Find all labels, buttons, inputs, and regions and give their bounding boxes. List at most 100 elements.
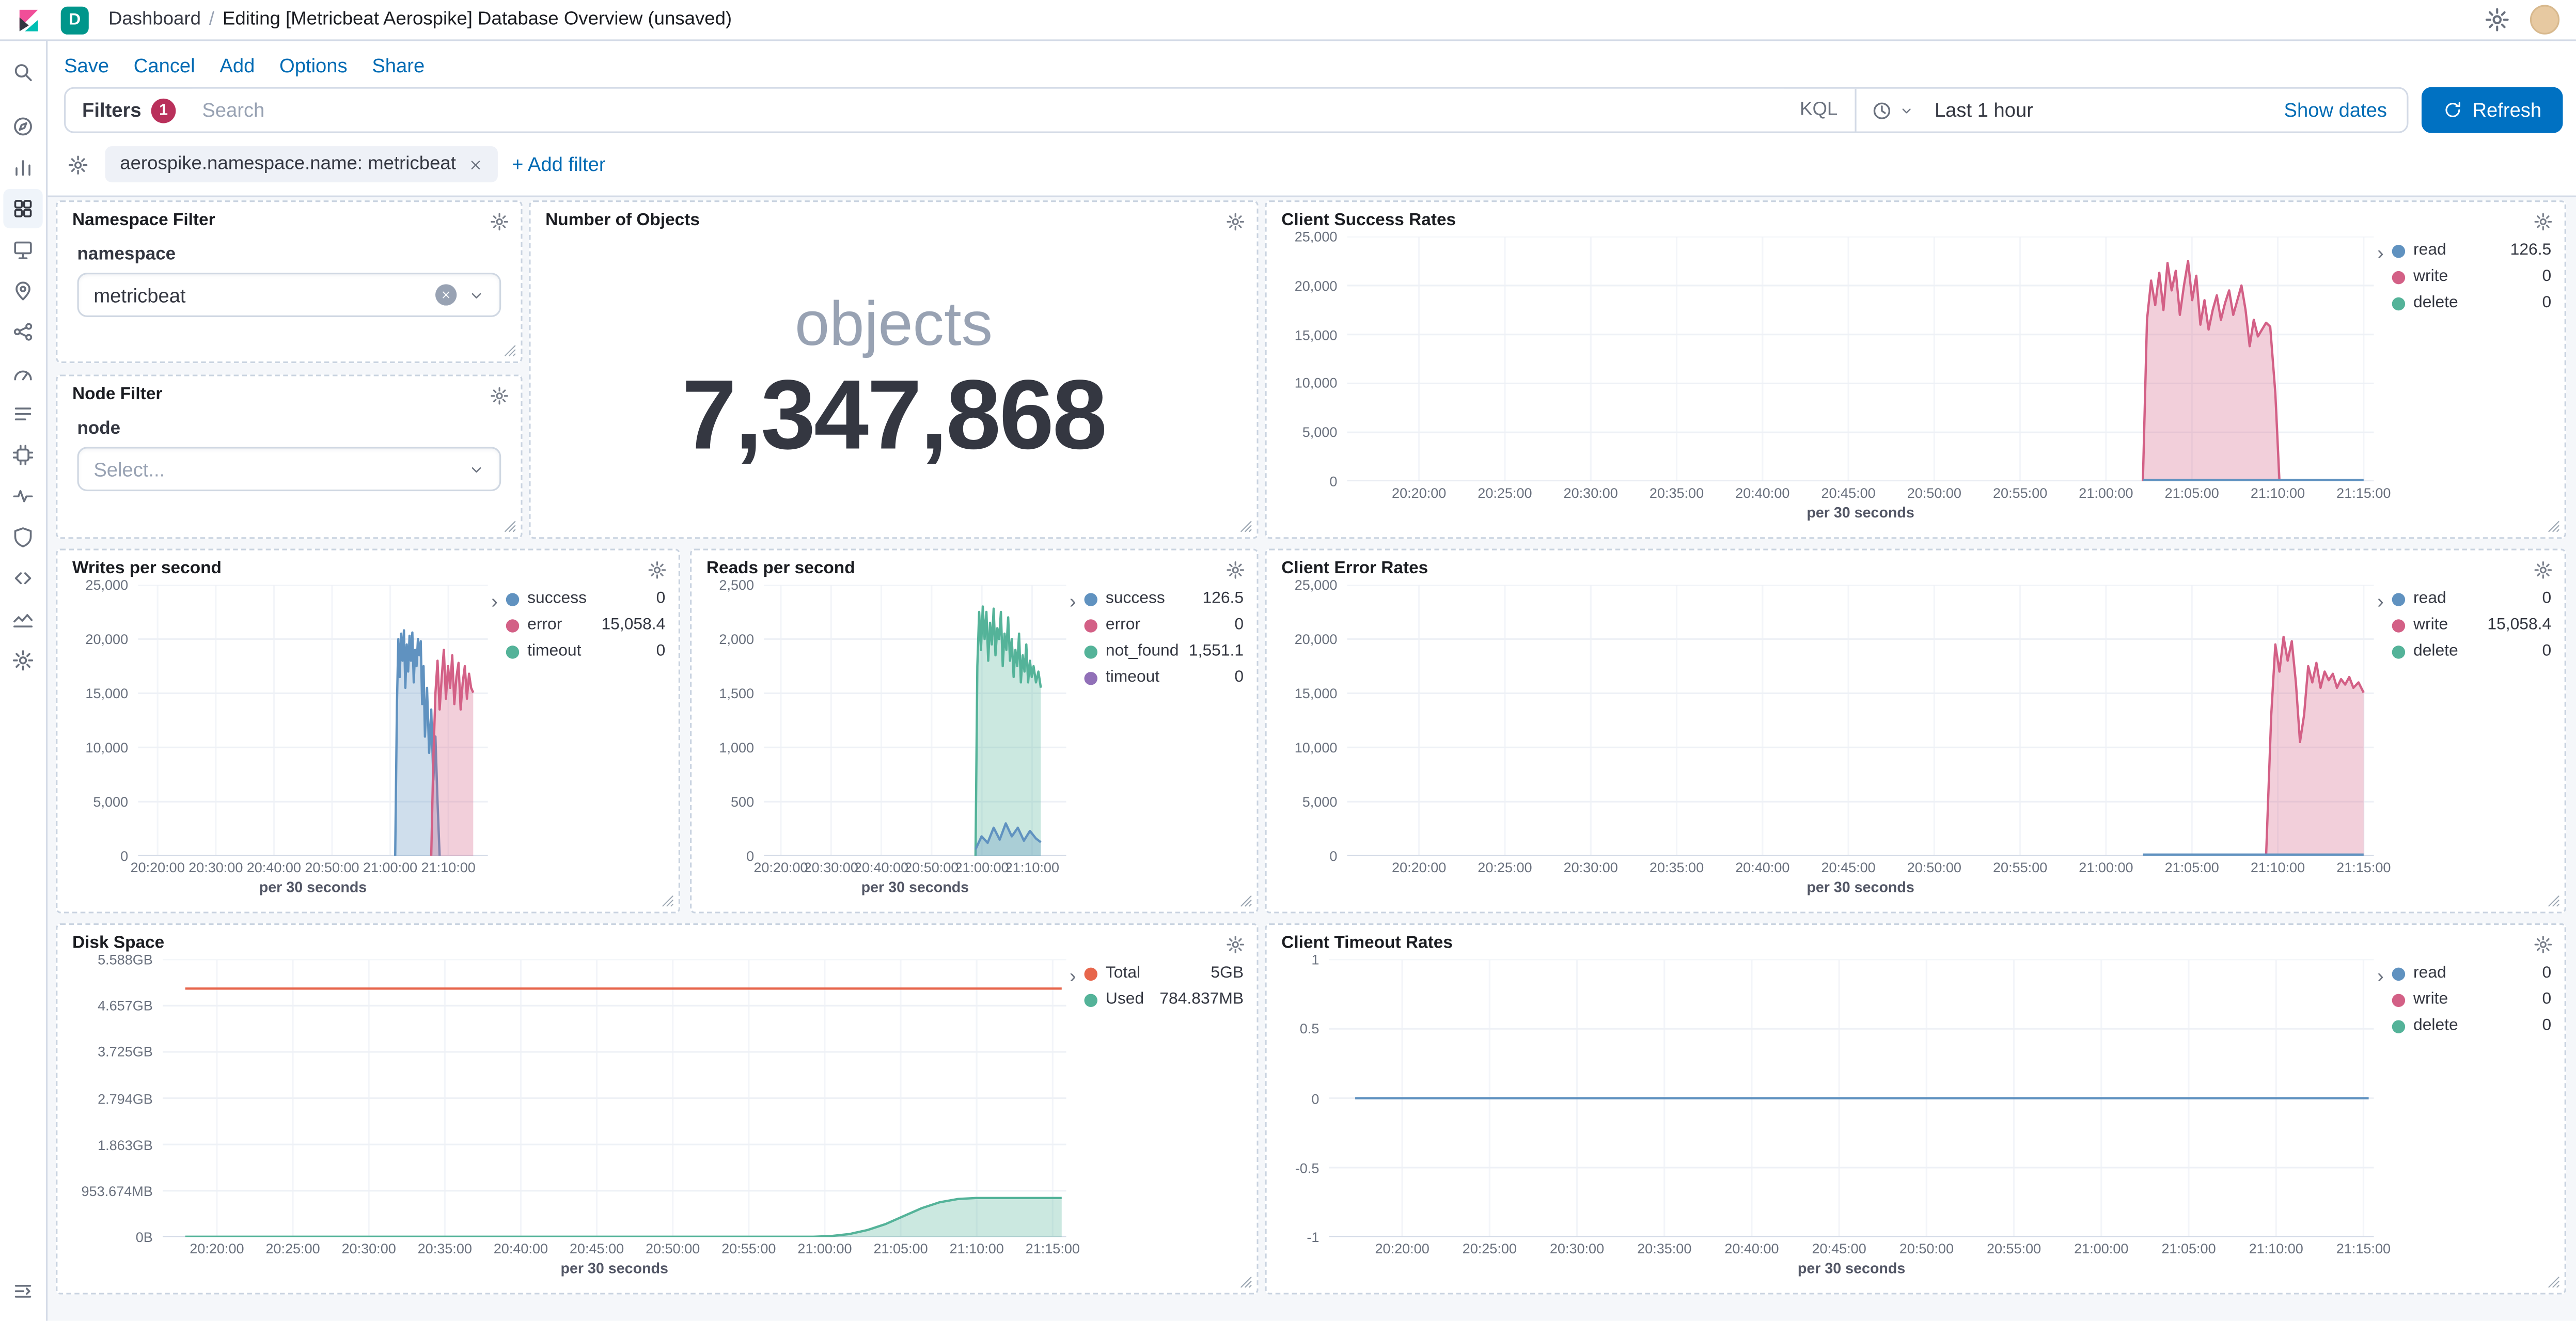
sidebar-item-uptime[interactable] <box>3 477 42 516</box>
legend-item-timeout[interactable]: timeout 0 <box>506 642 665 660</box>
time-range-label[interactable]: Last 1 hour <box>1934 98 2033 122</box>
legend-color-dot <box>1084 618 1097 632</box>
legend-label: not_found <box>1105 642 1179 660</box>
legend-collapse-chevron-icon[interactable]: › <box>2377 241 2384 265</box>
panel-client-success-rates: Client Success Rates 25,000 20,000 15,000 1… <box>1265 200 2566 539</box>
legend-item-not_found[interactable]: not_found 1,551.1 <box>1084 642 1244 660</box>
sidebar-item-management[interactable] <box>3 641 42 680</box>
sidebar-item-discover[interactable] <box>3 107 42 146</box>
chart-plot-column: 1 0.5 0 -0.5 -1 20:20:00 20:25:00 20:30:00 20:35… <box>1280 951 2391 1277</box>
menu-item-options[interactable]: Options <box>279 54 348 77</box>
panel-gear-icon[interactable] <box>1226 210 1249 233</box>
legend-collapse-chevron-icon[interactable]: › <box>2377 590 2384 613</box>
panel-resize-handle[interactable] <box>2548 895 2561 908</box>
kibana-logo-icon[interactable] <box>17 7 41 32</box>
sidebar-item-metrics[interactable] <box>3 353 42 392</box>
legend-item-success[interactable]: success 126.5 <box>1084 590 1244 608</box>
x-axis-tick-label: 21:05:00 <box>873 1240 928 1257</box>
plot-area <box>764 585 1066 856</box>
namespace-combobox[interactable]: metricbeat <box>77 273 501 317</box>
sidebar-item-stack-monitoring[interactable] <box>3 600 42 639</box>
x-axis-labels: 20:20:00 20:30:00 20:40:00 20:50:00 21:00:00… <box>130 856 488 876</box>
panel-resize-handle[interactable] <box>2548 521 2561 533</box>
panel-gear-icon[interactable] <box>1226 933 1249 956</box>
space-avatar[interactable]: D <box>60 6 89 34</box>
legend-item-Used[interactable]: Used 784.837MB <box>1084 990 1244 1009</box>
y-axis-tick-label: 1,000 <box>719 739 755 756</box>
menu-item-cancel[interactable]: Cancel <box>133 54 195 77</box>
x-axis-tick-label: 21:00:00 <box>2079 484 2133 501</box>
legend-item-write[interactable]: write 0 <box>2392 268 2551 286</box>
legend-item-error[interactable]: error 15,058.4 <box>506 616 665 634</box>
legend-item-read[interactable]: read 0 <box>2392 964 2551 982</box>
menu-item-add[interactable]: Add <box>219 54 255 77</box>
legend-item-delete[interactable]: delete 0 <box>2392 642 2551 660</box>
sidebar-item-logs[interactable] <box>3 394 42 433</box>
kql-toggle-button[interactable]: KQL <box>1783 89 1854 132</box>
filters-button[interactable]: Filters 1 <box>66 89 192 132</box>
panel-gear-icon[interactable] <box>2533 559 2556 582</box>
panel-gear-icon[interactable] <box>490 384 513 407</box>
panel-gear-icon[interactable] <box>2533 210 2556 233</box>
menu-item-share[interactable]: Share <box>372 54 425 77</box>
panel-gear-icon[interactable] <box>1226 559 1249 582</box>
node-select[interactable]: Select... <box>77 447 501 492</box>
sidebar-item-dashboard[interactable] <box>3 188 43 229</box>
sidebar-item-machine-learning[interactable] <box>3 312 42 351</box>
y-axis-labels: 25,000 20,000 15,000 10,000 5,000 0 <box>1280 577 1347 864</box>
legend-item-Total[interactable]: Total 5GB <box>1084 964 1244 982</box>
sidebar-item-visualize[interactable] <box>3 148 42 187</box>
legend-item-read[interactable]: read 126.5 <box>2392 242 2551 260</box>
legend-item-write[interactable]: write 15,058.4 <box>2392 616 2551 634</box>
filter-options-gear-icon[interactable] <box>67 153 90 176</box>
panel-resize-handle[interactable] <box>662 895 675 908</box>
panel-gear-icon[interactable] <box>2533 933 2556 956</box>
legend-color-dot <box>2392 270 2406 284</box>
sidebar-item-maps[interactable] <box>3 271 42 310</box>
sidebar-item-search[interactable] <box>3 53 42 92</box>
settings-gear-icon[interactable] <box>2484 7 2510 33</box>
sidebar-item-canvas[interactable] <box>3 230 42 269</box>
remove-filter-icon[interactable] <box>467 157 482 172</box>
sidebar-item-apm[interactable] <box>3 435 42 475</box>
panel-resize-handle[interactable] <box>1240 1277 1253 1289</box>
panel-resize-handle[interactable] <box>505 521 517 533</box>
menu-item-save[interactable]: Save <box>64 54 109 77</box>
search-input[interactable] <box>192 88 1784 132</box>
panel-resize-handle[interactable] <box>505 345 517 358</box>
legend-collapse-chevron-icon[interactable]: › <box>1069 964 1076 987</box>
breadcrumb-dashboard-link[interactable]: Dashboard <box>108 10 201 30</box>
panel-resize-handle[interactable] <box>1240 521 1253 533</box>
legend-item-delete[interactable]: delete 0 <box>2392 1017 2551 1035</box>
legend-collapse-chevron-icon[interactable]: › <box>2377 964 2384 987</box>
filter-pill[interactable]: aerospike.namespace.name: metricbeat <box>105 146 497 183</box>
panel-gear-icon[interactable] <box>490 210 513 233</box>
legend-item-write[interactable]: write 0 <box>2392 990 2551 1009</box>
panel-gear-icon[interactable] <box>647 559 670 582</box>
show-dates-button[interactable]: Show dates <box>2264 99 2407 122</box>
panel-resize-handle[interactable] <box>1240 895 1253 908</box>
legend-label: write <box>2413 990 2448 1009</box>
legend-color-dot <box>506 618 520 632</box>
time-picker-button[interactable] <box>1854 88 1928 132</box>
legend-item-success[interactable]: success 0 <box>506 590 665 608</box>
chevron-down-icon <box>468 461 485 477</box>
legend-label: write <box>2413 268 2448 286</box>
chart-plot-column: 25,000 20,000 15,000 10,000 5,000 0 20:20:00 20… <box>1280 228 2391 521</box>
legend-collapse-chevron-icon[interactable]: › <box>1069 590 1076 613</box>
legend-collapse-chevron-icon[interactable]: › <box>491 590 498 613</box>
y-axis-tick-label: 4.657GB <box>98 997 153 1014</box>
legend-item-read[interactable]: read 0 <box>2392 590 2551 608</box>
series-area-success <box>975 823 1041 856</box>
add-filter-button[interactable]: + Add filter <box>512 152 606 176</box>
refresh-button[interactable]: Refresh <box>2421 87 2563 133</box>
user-avatar[interactable] <box>2530 5 2560 35</box>
legend-item-timeout[interactable]: timeout 0 <box>1084 669 1244 687</box>
legend-item-error[interactable]: error 0 <box>1084 616 1244 634</box>
clear-selection-icon[interactable] <box>435 284 457 306</box>
sidebar-item-siem[interactable] <box>3 517 42 557</box>
collapse-menu-icon[interactable] <box>3 1271 42 1311</box>
panel-resize-handle[interactable] <box>2548 1277 2561 1289</box>
sidebar-item-dev-tools[interactable] <box>3 559 42 598</box>
legend-item-delete[interactable]: delete 0 <box>2392 294 2551 312</box>
